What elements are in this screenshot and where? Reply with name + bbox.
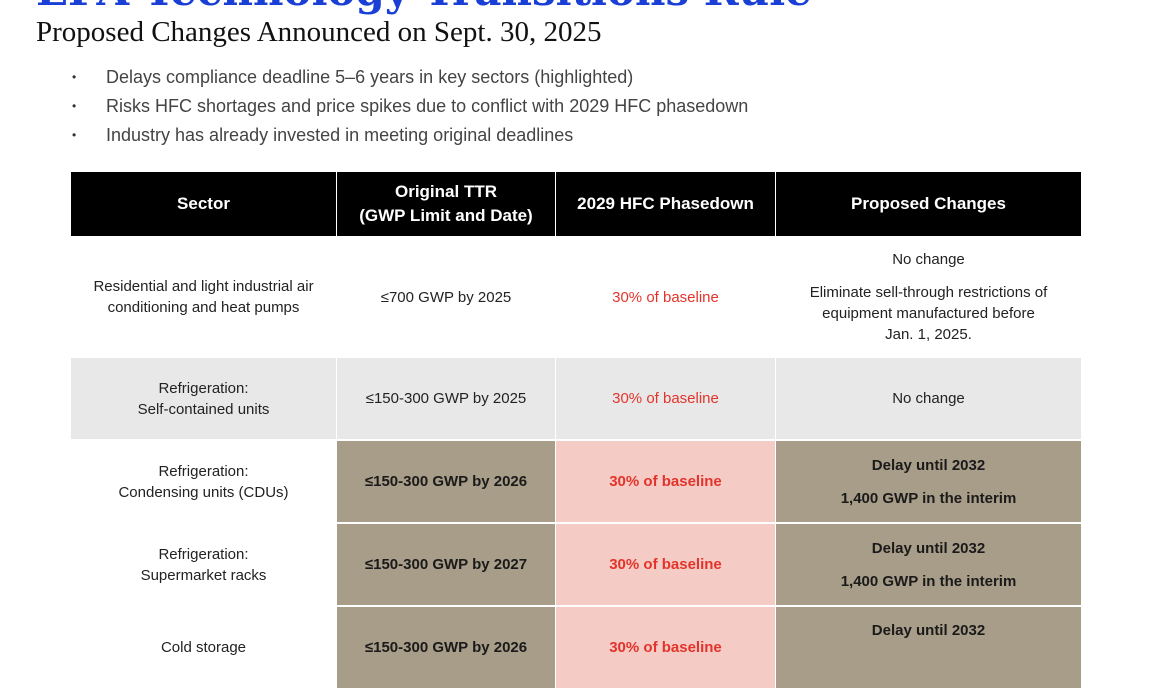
table-row: Refrigeration: Supermarket racks ≤150-300…	[71, 524, 1082, 607]
table-cell: Delay until 2032 1,400 GWP in the interim	[776, 441, 1082, 524]
header-cell: Proposed Changes	[776, 172, 1082, 238]
table-cell: Refrigeration: Supermarket racks	[71, 524, 337, 607]
cell-text: Delay until 2032	[871, 456, 986, 474]
header-cell: Original TTR (GWP Limit and Date)	[337, 172, 556, 238]
table-cell: Delay until 2032	[776, 607, 1082, 690]
table-cell: 30% of baseline	[556, 524, 776, 607]
table-row: Refrigeration: Self-contained units ≤150-…	[71, 358, 1082, 441]
cell-text: Delay until 2032	[871, 622, 986, 639]
table-cell: 30% of baseline	[556, 441, 776, 524]
table-cell: Residential and light industrial air con…	[71, 238, 337, 358]
cell-text: No change	[892, 251, 965, 268]
table-cell: Refrigeration: Self-contained units	[71, 358, 337, 441]
header-cell: 2029 HFC Phasedown	[556, 172, 776, 238]
cell-text: Eliminate sell-through restrictions of e…	[809, 284, 1048, 343]
bullet-list: Delays compliance deadline 5–6 years in …	[72, 64, 748, 151]
table-cell: Delay until 2032 1,400 GWP in the interim	[776, 524, 1082, 607]
table: Sector Original TTR (GWP Limit and Date) 2…	[71, 172, 1082, 690]
table-row: Refrigeration: Condensing units (CDUs) ≤1…	[71, 441, 1082, 524]
subtitle: Proposed Changes Announced on Sept. 30, …	[36, 16, 602, 48]
title: EPA Technology Transitions Rule	[36, 0, 812, 15]
cell-text: 1,400 GWP in the interim	[840, 489, 1017, 507]
table-cell: 30% of baseline	[556, 238, 776, 358]
table-cell: ≤700 GWP by 2025	[337, 238, 556, 358]
table-row: Residential and light industrial air con…	[71, 238, 1082, 358]
table-cell: 30% of baseline	[556, 607, 776, 690]
cell-text: Delay until 2032	[871, 539, 986, 557]
slide: EPA Technology Transitions Rule Proposed…	[0, 0, 1170, 659]
table-cell: No change Eliminate sell-through restrict…	[776, 238, 1082, 358]
table-cell: ≤150-300 GWP by 2025	[337, 358, 556, 441]
table-cell: ≤150-300 GWP by 2026	[337, 607, 556, 690]
table-row: Cold storage ≤150-300 GWP by 2026 30% of b…	[71, 607, 1082, 690]
table-cell: Refrigeration: Condensing units (CDUs)	[71, 441, 337, 524]
header-cell: Sector	[71, 172, 337, 238]
cell-text: No change	[892, 390, 965, 407]
bullet: Risks HFC shortages and price spikes due…	[72, 93, 748, 122]
table-cell: ≤150-300 GWP by 2027	[337, 524, 556, 607]
table-cell: Cold storage	[71, 607, 337, 690]
bullet: Industry has already invested in meeting…	[72, 122, 748, 151]
table-cell: No change	[776, 358, 1082, 441]
table-cell: ≤150-300 GWP by 2026	[337, 441, 556, 524]
cell-text: 1,400 GWP in the interim	[840, 572, 1017, 590]
header-row: Sector Original TTR (GWP Limit and Date) 2…	[71, 172, 1082, 238]
bullet: Delays compliance deadline 5–6 years in …	[72, 64, 748, 93]
table-cell: 30% of baseline	[556, 358, 776, 441]
